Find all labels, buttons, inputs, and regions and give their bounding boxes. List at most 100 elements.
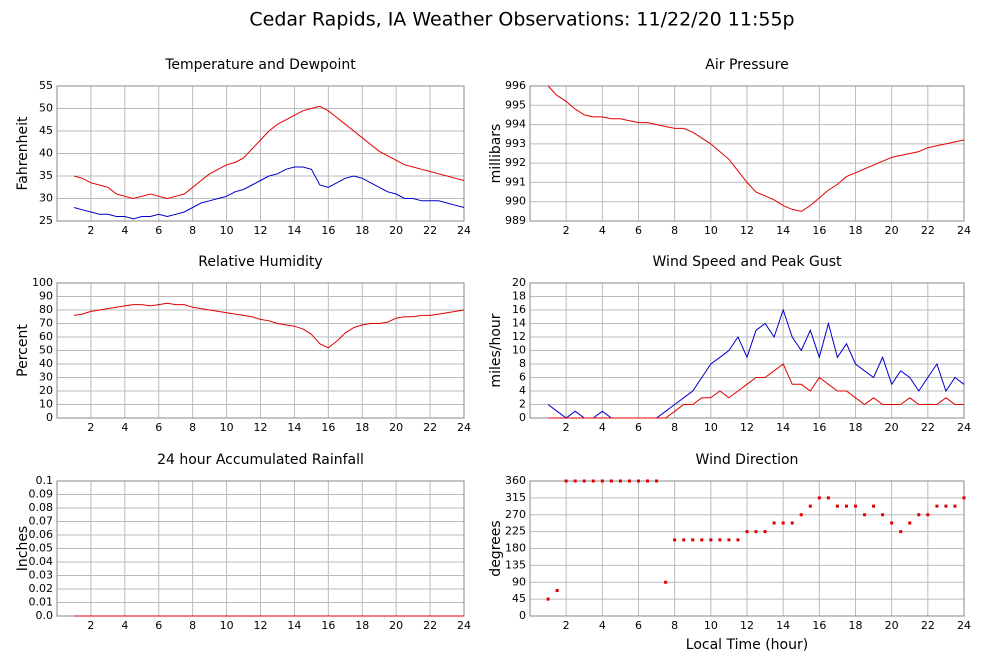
y-tick-label: 100 xyxy=(32,276,53,289)
x-tick-label: 12 xyxy=(254,421,268,434)
x-tick-label: 24 xyxy=(957,224,971,237)
x-tick-label: 8 xyxy=(671,421,678,434)
x-tick-label: 16 xyxy=(321,619,335,632)
x-tick-label: 10 xyxy=(704,224,718,237)
y-tick-label: 994 xyxy=(505,118,526,131)
x-tick-label: 4 xyxy=(121,421,128,434)
x-axis-label: Local Time (hour) xyxy=(686,637,808,653)
x-tick-label: 2 xyxy=(563,421,570,434)
x-tick-label: 12 xyxy=(254,619,268,632)
series-line xyxy=(73,166,465,220)
point xyxy=(655,479,659,483)
point xyxy=(564,479,568,483)
x-tick-label: 18 xyxy=(355,619,369,632)
y-tick-label: 0.04 xyxy=(29,555,54,568)
x-tick-label: 12 xyxy=(740,224,754,237)
point xyxy=(926,513,930,517)
point xyxy=(573,479,577,483)
point xyxy=(627,479,631,483)
chart-title: Air Pressure xyxy=(705,57,788,73)
y-tick-label: 360 xyxy=(505,474,526,487)
y-tick-label: 0.07 xyxy=(29,515,54,528)
x-tick-label: 12 xyxy=(254,224,268,237)
x-tick-label: 16 xyxy=(812,421,826,434)
chart-title: 24 hour Accumulated Rainfall xyxy=(157,452,364,468)
y-tick-label: 0.1 xyxy=(36,474,54,487)
y-tick-label: 40 xyxy=(39,357,53,370)
point xyxy=(600,479,604,483)
y-tick-label: 45 xyxy=(39,124,53,137)
x-tick-label: 24 xyxy=(957,421,971,434)
point xyxy=(808,504,812,508)
y-tick-label: 55 xyxy=(39,79,53,92)
plot-frame xyxy=(56,85,465,222)
x-tick-label: 10 xyxy=(704,421,718,434)
y-axis-label: Inches xyxy=(15,526,31,571)
y-tick-label: 45 xyxy=(512,592,526,605)
point xyxy=(763,530,767,534)
point xyxy=(754,530,758,534)
x-tick-label: 8 xyxy=(189,224,196,237)
y-tick-label: 60 xyxy=(39,330,53,343)
point xyxy=(872,504,876,508)
y-tick-label: 0.03 xyxy=(29,569,54,582)
y-tick-label: 180 xyxy=(505,542,526,555)
chart-title: Wind Speed and Peak Gust xyxy=(653,254,842,270)
x-tick-label: 8 xyxy=(189,619,196,632)
y-tick-label: 20 xyxy=(39,384,53,397)
y-tick-label: 70 xyxy=(39,317,53,330)
y-tick-label: 30 xyxy=(39,192,53,205)
x-tick-label: 14 xyxy=(776,421,790,434)
x-tick-label: 4 xyxy=(121,224,128,237)
x-tick-label: 6 xyxy=(635,421,642,434)
x-tick-label: 18 xyxy=(849,224,863,237)
x-tick-label: 6 xyxy=(635,224,642,237)
y-tick-label: 90 xyxy=(39,290,53,303)
point xyxy=(953,504,957,508)
point xyxy=(709,538,713,542)
point xyxy=(835,504,839,508)
point xyxy=(591,479,595,483)
y-tick-label: 10 xyxy=(512,344,526,357)
x-tick-label: 22 xyxy=(921,619,935,632)
y-tick-label: 14 xyxy=(512,317,526,330)
x-tick-label: 20 xyxy=(389,619,403,632)
x-tick-label: 20 xyxy=(885,421,899,434)
x-tick-label: 2 xyxy=(563,224,570,237)
x-tick-label: 16 xyxy=(812,224,826,237)
y-tick-label: 135 xyxy=(505,558,526,571)
y-tick-label: 0.05 xyxy=(29,542,54,555)
x-tick-label: 16 xyxy=(321,224,335,237)
x-tick-label: 6 xyxy=(155,619,162,632)
point xyxy=(781,521,785,525)
point xyxy=(745,530,749,534)
x-tick-label: 14 xyxy=(287,224,301,237)
chart-title: Temperature and Dewpoint xyxy=(164,57,356,73)
point xyxy=(962,496,966,500)
y-tick-label: 35 xyxy=(39,169,53,182)
chart-title: Wind Direction xyxy=(696,452,799,468)
x-tick-label: 20 xyxy=(389,224,403,237)
y-tick-label: 12 xyxy=(512,330,526,343)
x-tick-label: 22 xyxy=(921,421,935,434)
point xyxy=(799,513,803,517)
y-tick-label: 16 xyxy=(512,303,526,316)
x-tick-label: 8 xyxy=(671,619,678,632)
point xyxy=(718,538,722,542)
x-tick-label: 18 xyxy=(849,619,863,632)
x-tick-label: 18 xyxy=(849,421,863,434)
x-tick-label: 18 xyxy=(355,224,369,237)
x-tick-label: 4 xyxy=(599,421,606,434)
y-tick-label: 0.09 xyxy=(29,488,54,501)
point xyxy=(944,504,948,508)
point xyxy=(817,496,821,500)
y-tick-label: 0.06 xyxy=(29,528,54,541)
point xyxy=(691,538,695,542)
series-line xyxy=(548,363,964,419)
y-axis-label: Fahrenheit xyxy=(15,116,31,191)
point xyxy=(844,504,848,508)
y-tick-label: 0 xyxy=(519,411,526,424)
x-tick-label: 14 xyxy=(776,619,790,632)
x-tick-label: 14 xyxy=(287,619,301,632)
point xyxy=(736,538,740,542)
